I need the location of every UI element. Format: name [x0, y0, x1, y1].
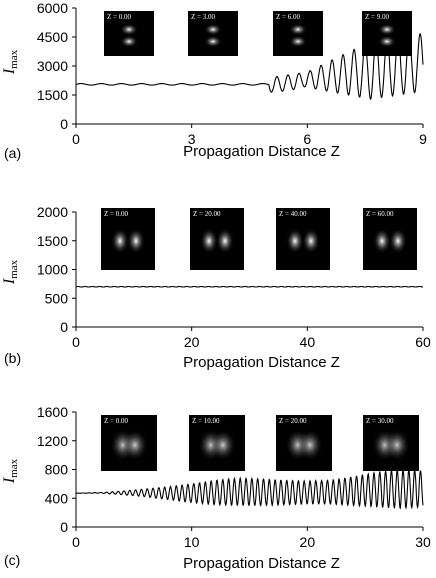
y-tick-label: 1200: [37, 433, 68, 449]
y-tick-label: 400: [45, 490, 69, 506]
chart-panel-2: 0 20 40 60 0 500 1000 1500 2000 Propagation Dista…: [1, 204, 431, 371]
y-tick-label: 6000: [37, 0, 68, 16]
x-tick-label: 9: [419, 131, 427, 147]
y-tick-label: 800: [45, 462, 69, 478]
beam-lobe: [378, 35, 396, 48]
inset-image: Z = 0.00: [101, 415, 157, 471]
beam-lobe: [286, 228, 304, 254]
inset-image: Z = 30.00: [363, 415, 419, 471]
inset-image: Z = 0.00: [101, 208, 155, 270]
inset-image: Z = 0.00: [104, 11, 154, 56]
y-tick-label: 0: [60, 519, 68, 535]
x-tick-label: 6: [303, 131, 311, 147]
x-axis-label: Propagation Distance Z: [183, 555, 340, 572]
inset-label: Z = 0.00: [104, 210, 128, 218]
panel-label: (b): [4, 350, 21, 366]
inset-image: Z = 60.00: [363, 208, 417, 270]
x-tick-label: 10: [184, 534, 200, 550]
inset-image: Z = 6.00: [273, 11, 323, 56]
inset-label: Z = 60.00: [366, 210, 394, 218]
x-tick-label: 3: [188, 131, 196, 147]
beam-lobe: [120, 23, 138, 36]
inset-image: Z = 20.00: [190, 208, 244, 270]
y-tick-label: 2000: [37, 204, 68, 220]
inset-image: Z = 3.00: [188, 11, 238, 56]
beam-lobe: [302, 228, 320, 254]
x-tick-label: 60: [415, 334, 431, 350]
inset-image: Z = 10.00: [189, 415, 245, 471]
x-tick-label: 20: [184, 334, 200, 350]
beam-lobe: [210, 429, 236, 461]
beam-lobe: [297, 429, 323, 461]
inset-label: Z = 6.00: [276, 13, 300, 21]
x-tick-label: 0: [72, 534, 80, 550]
beam-lobe: [122, 429, 148, 461]
beam-lobe: [384, 429, 410, 461]
data-series-line: [76, 467, 424, 510]
inset-image: Z = 40.00: [276, 208, 330, 270]
y-axis-label: Imax: [1, 259, 20, 285]
y-tick-label: 4500: [37, 29, 68, 45]
chart-panel-3: 0 10 20 30 0 400 800 1200 1600 Propagation Distan…: [1, 404, 431, 572]
x-axis-label: Propagation Distance Z: [183, 354, 340, 371]
beam-lobe: [120, 35, 138, 48]
data-series-line: [75, 285, 423, 288]
y-tick-label: 0: [60, 116, 68, 132]
x-axis-label: Propagation Distance Z: [183, 143, 340, 160]
beam-lobe: [127, 228, 145, 254]
beam-lobe: [200, 228, 218, 254]
inset-label: Z = 3.00: [191, 13, 215, 21]
x-tick-label: 0: [72, 131, 80, 147]
beam-lobe: [111, 228, 129, 254]
inset-label: Z = 30.00: [366, 417, 394, 425]
y-tick-label: 3000: [37, 58, 68, 74]
inset-label: Z = 0.00: [104, 417, 128, 425]
y-tick-label: 1500: [37, 233, 68, 249]
inset-label: Z = 20.00: [193, 210, 221, 218]
inset-label: Z = 20.00: [279, 417, 307, 425]
inset-label: Z = 9.00: [365, 13, 389, 21]
inset-label: Z = 10.00: [192, 417, 220, 425]
panel-label: (a): [4, 145, 21, 161]
x-tick-label: 0: [72, 334, 80, 350]
y-tick-label: 0: [60, 319, 68, 335]
beam-lobe: [378, 23, 396, 36]
panel-label: (c): [4, 552, 20, 568]
chart-panel-1: 0 3 6 9 0 1500 3000 4500 6000 Propagation Distanc…: [1, 0, 427, 161]
inset-image: Z = 9.00: [362, 11, 412, 56]
beam-lobe: [204, 23, 222, 36]
y-tick-label: 1600: [37, 404, 68, 420]
inset-label: Z = 0.00: [107, 13, 131, 21]
beam-lobe: [289, 35, 307, 48]
beam-lobe: [216, 228, 234, 254]
y-tick-label: 1000: [37, 262, 68, 278]
x-tick-label: 40: [300, 334, 316, 350]
inset-label: Z = 40.00: [279, 210, 307, 218]
y-axis-label: Imax: [1, 458, 20, 484]
y-tick-label: 1500: [37, 87, 68, 103]
beam-lobe: [373, 228, 391, 254]
y-axis-label: Imax: [1, 49, 20, 75]
x-tick-label: 30: [415, 534, 431, 550]
y-tick-label: 500: [45, 290, 69, 306]
x-tick-label: 20: [300, 534, 316, 550]
beam-lobe: [204, 35, 222, 48]
inset-image: Z = 20.00: [276, 415, 332, 471]
beam-lobe: [289, 23, 307, 36]
beam-lobe: [389, 228, 407, 254]
